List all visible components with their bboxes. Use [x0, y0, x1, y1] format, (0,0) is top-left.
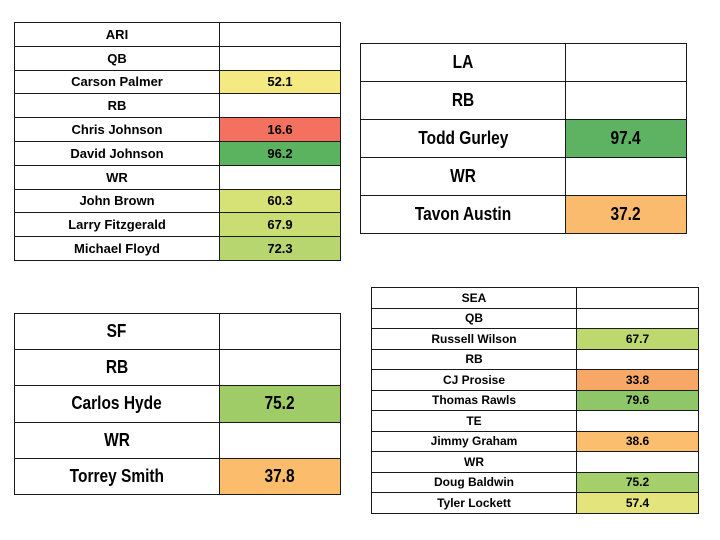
player-score: 60.3: [219, 188, 341, 214]
table-row: David Johnson 96.2: [14, 140, 341, 166]
player-name: Carson Palmer: [14, 69, 220, 95]
empty-cell: [219, 45, 341, 71]
empty-cell: [576, 410, 699, 432]
table-row: Doug Baldwin 75.2: [371, 471, 699, 493]
empty-cell: [576, 307, 699, 329]
player-name: Thomas Rawls: [371, 389, 577, 411]
empty-cell: [219, 312, 341, 351]
table-row: Michael Floyd 72.3: [14, 236, 341, 261]
table-row: WR: [371, 451, 699, 473]
table-row: RB: [14, 93, 341, 119]
player-score: 97.4: [565, 119, 687, 158]
player-name: Michael Floyd: [14, 236, 220, 261]
table-row: RB: [360, 81, 687, 120]
empty-cell: [576, 451, 699, 473]
table-row: Todd Gurley 97.4: [360, 119, 687, 158]
position-header: QB: [14, 45, 220, 71]
table-row: WR: [14, 164, 341, 190]
table-row: RB: [14, 349, 341, 387]
position-header: TE: [371, 410, 577, 432]
table-row: Chris Johnson 16.6: [14, 117, 341, 142]
player-score: 16.6: [219, 117, 341, 142]
player-score: 52.1: [219, 69, 341, 95]
player-name: CJ Prosise: [371, 369, 577, 391]
sea-table: SEA QB Russell Wilson 67.7 RB CJ Prosise…: [371, 287, 699, 514]
empty-cell: [576, 348, 699, 370]
player-score: 67.9: [219, 212, 341, 238]
player-name: Chris Johnson: [14, 117, 220, 142]
table-row: Larry Fitzgerald 67.9: [14, 212, 341, 238]
position-header: RB: [14, 349, 220, 387]
table-row: Tavon Austin 37.2: [360, 195, 687, 234]
player-name: David Johnson: [14, 140, 220, 166]
ari-table: ARI QB Carson Palmer 52.1 RB Chris Johns…: [14, 22, 341, 261]
empty-cell: [219, 22, 341, 47]
player-score: 72.3: [219, 236, 341, 261]
table-row: Russell Wilson 67.7: [371, 328, 699, 350]
table-row: RB: [371, 348, 699, 370]
table-row: SEA: [371, 287, 699, 309]
player-name: Tyler Lockett: [371, 492, 577, 514]
position-header: WR: [14, 164, 220, 190]
table-row: Jimmy Graham 38.6: [371, 430, 699, 452]
player-name: Torrey Smith: [14, 457, 220, 495]
position-header: WR: [14, 421, 220, 459]
table-row: ARI: [14, 22, 341, 47]
player-score: 37.2: [565, 195, 687, 234]
table-row: Torrey Smith 37.8: [14, 457, 341, 495]
player-score: 79.6: [576, 389, 699, 411]
table-row: CJ Prosise 33.8: [371, 369, 699, 391]
empty-cell: [219, 93, 341, 119]
table-row: Thomas Rawls 79.6: [371, 389, 699, 411]
position-header: RB: [360, 81, 566, 120]
player-name: John Brown: [14, 188, 220, 214]
table-row: WR: [360, 157, 687, 196]
player-score: 75.2: [219, 385, 341, 423]
table-row: Carlos Hyde 75.2: [14, 385, 341, 423]
position-header: RB: [371, 348, 577, 370]
player-name: Carlos Hyde: [14, 385, 220, 423]
table-row: LA: [360, 43, 687, 82]
player-score: 67.7: [576, 328, 699, 350]
player-name: Todd Gurley: [360, 119, 566, 158]
table-row: QB: [371, 307, 699, 329]
player-score: 96.2: [219, 140, 341, 166]
sf-table: SF RB Carlos Hyde 75.2 WR Torrey Smith 3…: [14, 312, 341, 495]
player-score: 33.8: [576, 369, 699, 391]
player-name: Russell Wilson: [371, 328, 577, 350]
position-header: RB: [14, 93, 220, 119]
team-header: LA: [360, 43, 566, 82]
la-table: LA RB Todd Gurley 97.4 WR Tavon Austin 3…: [360, 43, 687, 234]
position-header: WR: [360, 157, 566, 196]
position-header: QB: [371, 307, 577, 329]
table-row: QB: [14, 45, 341, 71]
player-name: Tavon Austin: [360, 195, 566, 234]
position-header: WR: [371, 451, 577, 473]
player-score: 37.8: [219, 457, 341, 495]
empty-cell: [565, 157, 687, 196]
player-name: Doug Baldwin: [371, 471, 577, 493]
player-score: 57.4: [576, 492, 699, 514]
team-header: SEA: [371, 287, 577, 309]
empty-cell: [565, 81, 687, 120]
empty-cell: [565, 43, 687, 82]
player-score: 38.6: [576, 430, 699, 452]
team-header: SF: [14, 312, 220, 351]
empty-cell: [219, 349, 341, 387]
empty-cell: [219, 421, 341, 459]
player-name: Larry Fitzgerald: [14, 212, 220, 238]
table-row: Carson Palmer 52.1: [14, 69, 341, 95]
empty-cell: [219, 164, 341, 190]
table-row: John Brown 60.3: [14, 188, 341, 214]
table-row: TE: [371, 410, 699, 432]
table-row: SF: [14, 312, 341, 351]
empty-cell: [576, 287, 699, 309]
player-score: 75.2: [576, 471, 699, 493]
table-row: WR: [14, 421, 341, 459]
table-row: Tyler Lockett 57.4: [371, 492, 699, 514]
team-header: ARI: [14, 22, 220, 47]
player-name: Jimmy Graham: [371, 430, 577, 452]
